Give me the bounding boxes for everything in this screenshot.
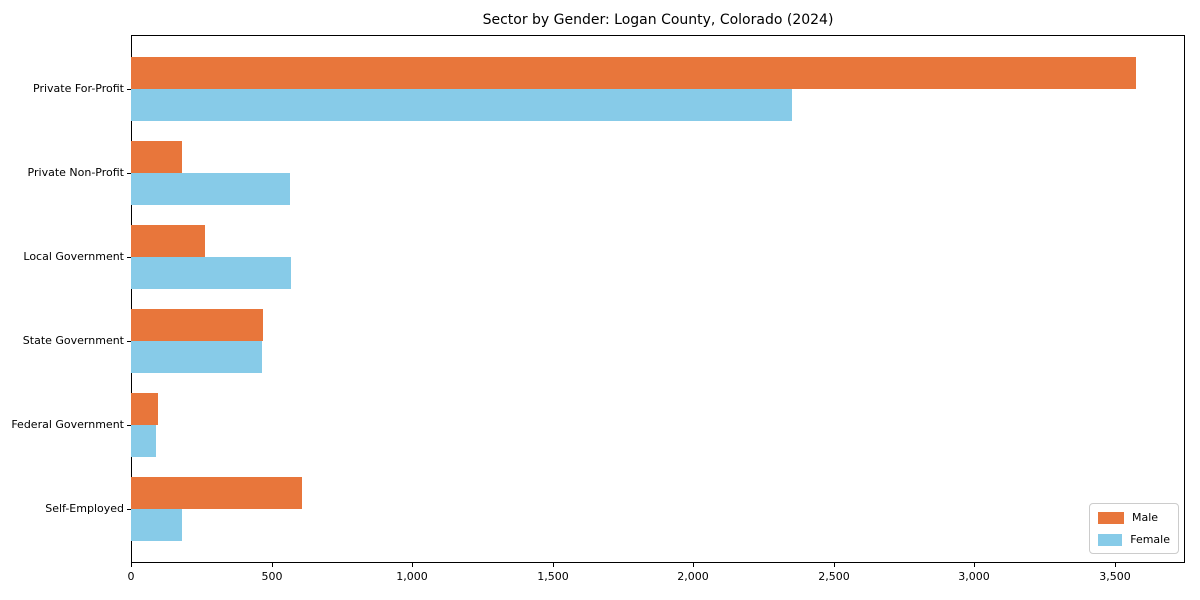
y-label-state-government: State Government: [22, 334, 124, 347]
legend-item-female: Female: [1098, 533, 1170, 546]
bar-male-self-employed: [131, 477, 302, 509]
legend-label-male: Male: [1132, 511, 1159, 524]
y-label-self-employed: Self-Employed: [45, 502, 124, 515]
x-tick-label-500: 500: [261, 570, 283, 583]
y-label-federal-government: Federal Government: [11, 418, 124, 431]
legend-item-male: Male: [1098, 511, 1170, 524]
x-tick-label-2500: 2,500: [818, 570, 850, 583]
legend-label-female: Female: [1130, 533, 1170, 546]
bar-male-private-non-profit: [131, 141, 182, 173]
y-tick-local-government: [127, 257, 131, 258]
bar-female-private-for-profit: [131, 89, 792, 121]
bar-male-private-for-profit: [131, 57, 1136, 89]
bar-female-local-government: [131, 257, 291, 289]
plot-area: [131, 35, 1185, 563]
x-tick-1000: [412, 563, 413, 567]
x-tick-label-3000: 3,000: [958, 570, 990, 583]
x-tick-3500: [1115, 563, 1116, 567]
y-tick-private-non-profit: [127, 173, 131, 174]
x-tick-3000: [974, 563, 975, 567]
x-tick-1500: [553, 563, 554, 567]
chart-title: Sector by Gender: Logan County, Colorado…: [482, 12, 834, 28]
bar-male-state-government: [131, 309, 263, 341]
bar-female-state-government: [131, 341, 262, 373]
bars-layer: [131, 35, 1185, 563]
y-label-private-for-profit: Private For-Profit: [33, 82, 124, 95]
bar-male-local-government: [131, 225, 205, 257]
bar-female-self-employed: [131, 509, 182, 541]
x-tick-500: [272, 563, 273, 567]
bar-male-federal-government: [131, 393, 158, 425]
x-tick-2000: [693, 563, 694, 567]
x-tick-label-0: 0: [127, 570, 135, 583]
male-series-swatch: [1098, 511, 1124, 524]
bar-female-private-non-profit: [131, 173, 290, 205]
y-tick-federal-government: [127, 425, 131, 426]
female-series-swatch: [1098, 533, 1123, 546]
y-tick-state-government: [127, 341, 131, 342]
y-label-local-government: Local Government: [23, 250, 124, 263]
bar-female-federal-government: [131, 425, 156, 457]
y-tick-private-for-profit: [127, 89, 131, 90]
x-tick-label-1000: 1,000: [396, 570, 428, 583]
legend: Male Female: [1089, 503, 1179, 554]
y-tick-self-employed: [127, 509, 131, 510]
x-tick-label-2000: 2,000: [677, 570, 709, 583]
x-tick-2500: [834, 563, 835, 567]
y-label-private-non-profit: Private Non-Profit: [27, 166, 124, 179]
x-tick-0: [131, 563, 132, 567]
x-tick-label-1500: 1,500: [537, 570, 569, 583]
x-tick-label-3500: 3,500: [1099, 570, 1131, 583]
